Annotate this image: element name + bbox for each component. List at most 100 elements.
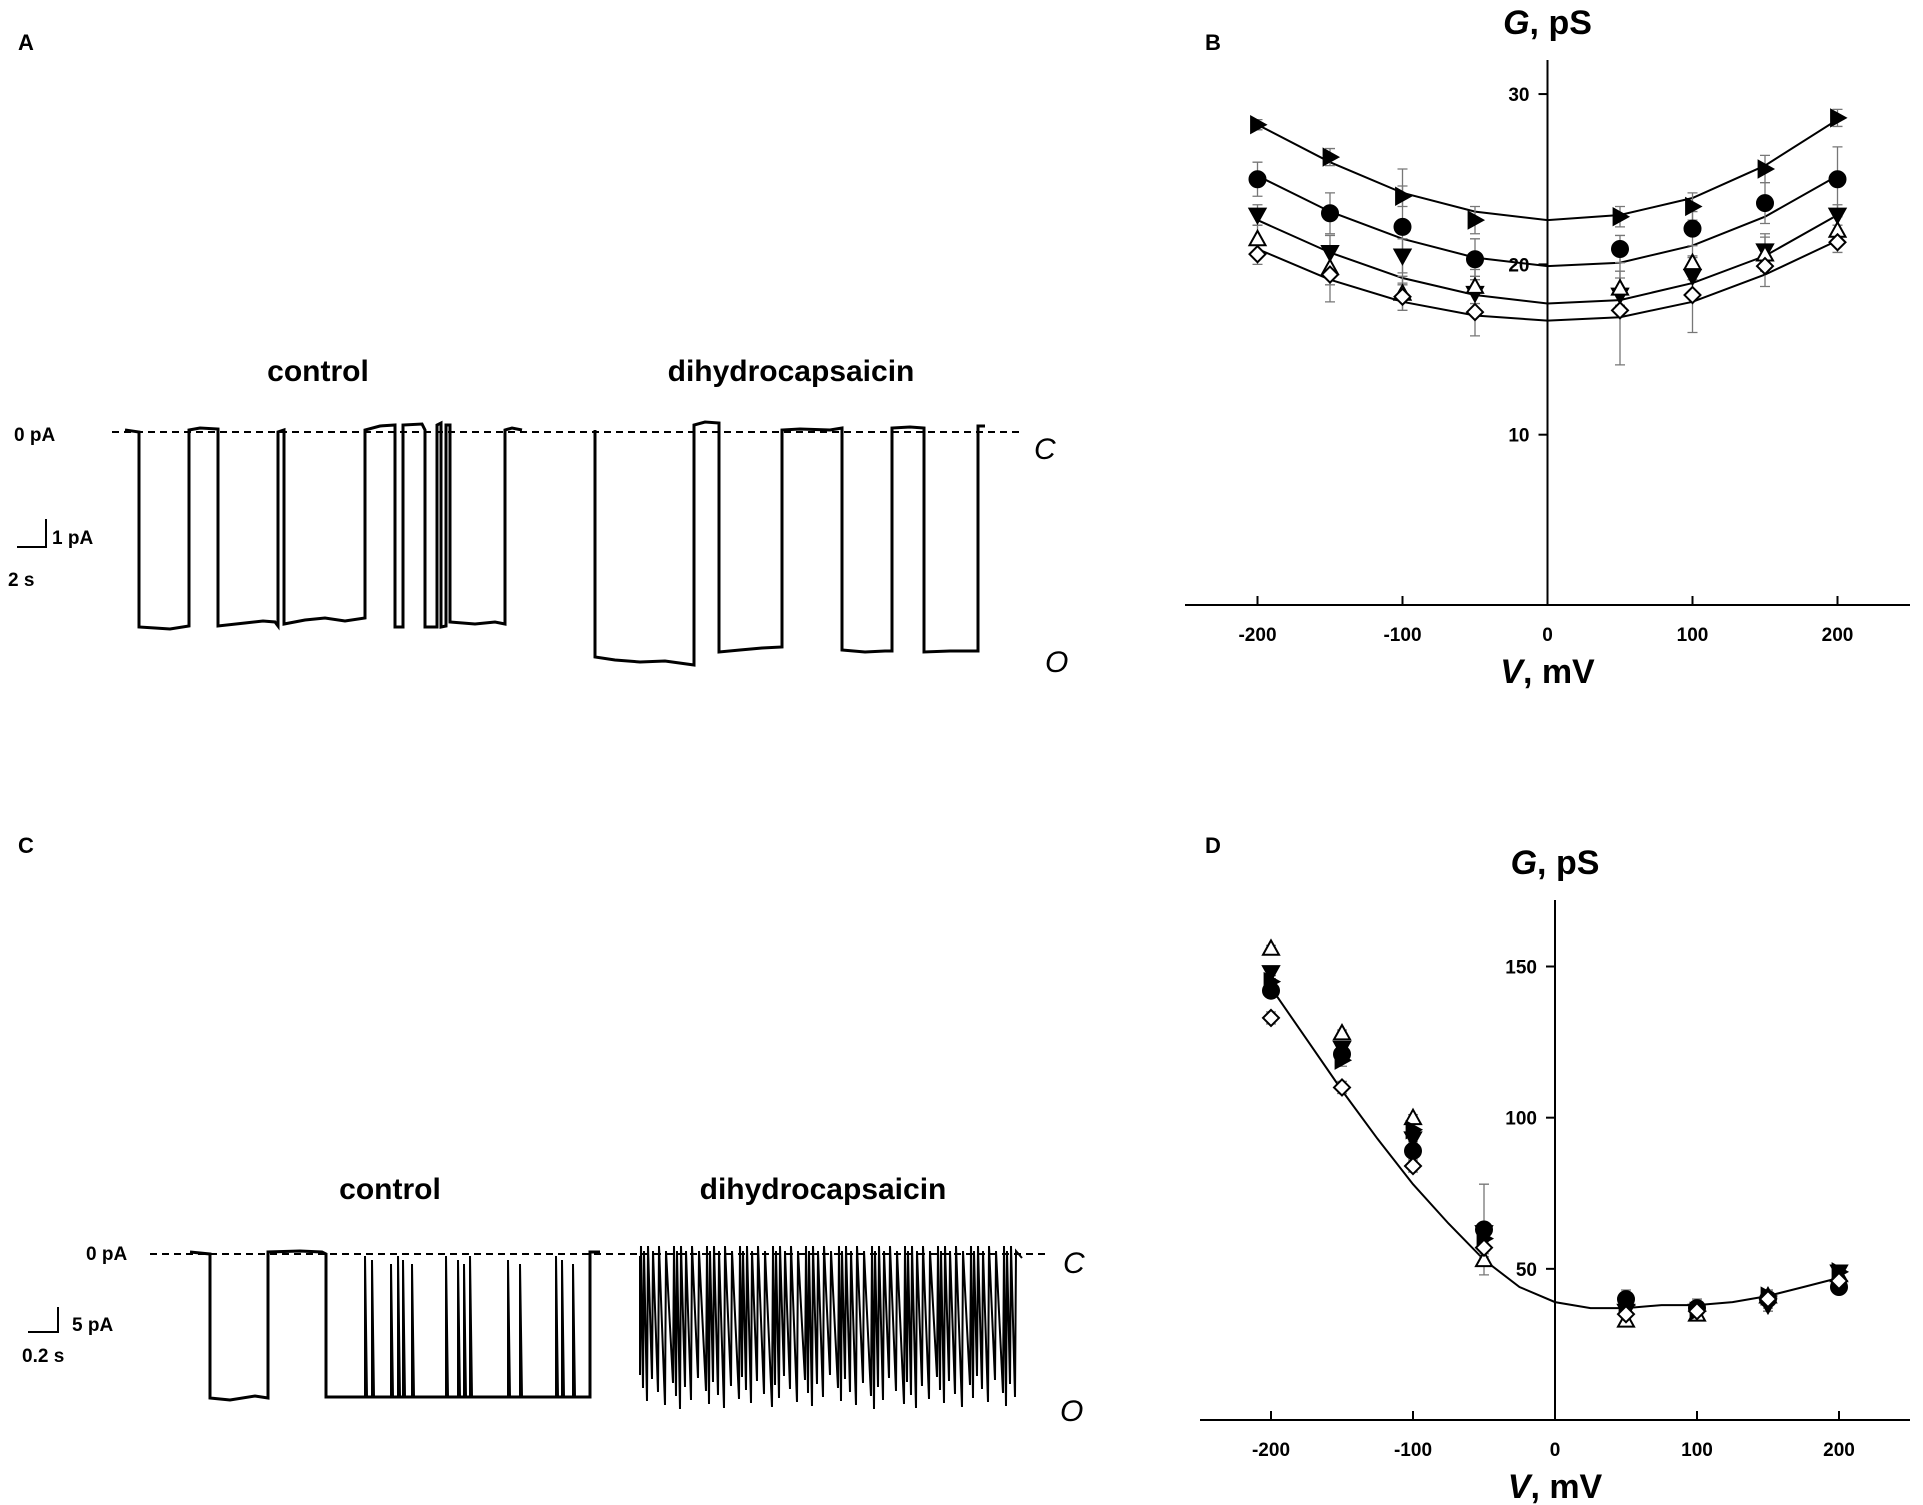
panel-b-point-triangle-right-filled [1322, 147, 1341, 167]
panel-a-scale-bar [17, 519, 47, 548]
panel-c-drug-title: dihydrocapsaicin [700, 1173, 947, 1206]
panel-a-scale-time: 2 s [8, 570, 34, 591]
panel-d-x-tick-label: -200 [1252, 1440, 1290, 1461]
panel-a-label: A [18, 30, 34, 55]
panel-b-y-tick-label: 30 [1508, 85, 1529, 106]
panel-c-open-label: O [1060, 1395, 1083, 1428]
panel-d-point-diamond-open [1261, 1008, 1281, 1028]
panel-b-point-triangle-down-filled [1682, 268, 1703, 287]
panel-b-point-triangle-up-open [1610, 278, 1630, 296]
panel-b-point-diamond-open [1683, 285, 1702, 305]
panel-d-x-tick-label: 0 [1550, 1440, 1561, 1461]
panel-d-point-triangle-up-open [1403, 1107, 1423, 1126]
panel-d-point-circle-filled [1404, 1141, 1422, 1160]
panel-d-point-triangle-down-filled [1261, 965, 1281, 983]
panel-b-point-triangle-right-filled [1250, 115, 1268, 135]
panel-b-point-circle-filled [1466, 250, 1484, 269]
panel-d-x-axis-label: V, mV [1508, 1468, 1603, 1505]
panel-b-point-diamond-open [1465, 302, 1485, 322]
panel-d-point-diamond-open [1403, 1156, 1423, 1176]
panel-b-point-triangle-down-filled [1392, 248, 1413, 266]
panel-b-point-triangle-up-open [1682, 252, 1703, 271]
panel-b-x-tick-label: 200 [1822, 625, 1854, 646]
panel-c-control-title: control [339, 1173, 441, 1206]
panel-c-control-trace [189, 1249, 600, 1402]
panel-d-label: D [1205, 833, 1221, 858]
panel-b-point-diamond-open [1320, 265, 1340, 285]
panel-d-y-axis-label: G, pS [1511, 844, 1600, 882]
panel-b-point-diamond-open [1828, 232, 1847, 252]
panel-d-point-triangle-up-open [1332, 1022, 1352, 1041]
panel-d-point-diamond-open [1829, 1271, 1849, 1291]
panel-d-point-diamond-open [1474, 1238, 1494, 1258]
panel-c-zero-label: 0 pA [86, 1244, 127, 1265]
panel-d-fit-curve [1270, 987, 1840, 1310]
panel-b-fit-curve [1257, 118, 1839, 222]
panel-b-point-diamond-open [1248, 244, 1267, 264]
panel-b-chart: -200 -100 0 100 200 10 20 30 G, pS V, mV [1185, 4, 1910, 691]
panel-c-closed-label: C [1063, 1247, 1085, 1280]
panel-b-fit-curve [1257, 214, 1838, 305]
panel-b-point-triangle-down-filled [1827, 207, 1848, 226]
panel-d-point-diamond-open [1332, 1078, 1352, 1097]
panel-b-point-triangle-right-filled [1685, 196, 1703, 217]
panel-d-point-diamond-open [1687, 1301, 1707, 1321]
panel-b-y-tick-label: 10 [1508, 426, 1529, 447]
panel-a-control-title: control [267, 355, 369, 388]
panel-b-point-circle-filled [1756, 194, 1774, 213]
panel-a-zero-label: 0 pA [14, 425, 55, 446]
panel-b-fit-curve [1257, 239, 1838, 322]
panel-b-x-tick-label: -100 [1383, 625, 1421, 646]
panel-b-point-triangle-down-filled [1247, 207, 1268, 226]
panel-b-point-triangle-right-filled [1757, 159, 1776, 179]
panel-d-y-tick-label: 100 [1505, 1109, 1537, 1130]
panel-c-label: C [18, 833, 34, 858]
panel-b-point-diamond-open [1755, 256, 1775, 276]
panel-d-chart: -200 -100 0 100 200 50 100 150 G, pS V, mV [1200, 844, 1910, 1505]
panel-d-x-tick-label: -100 [1394, 1440, 1432, 1461]
panel-b-point-circle-filled [1828, 170, 1847, 189]
panel-b-point-triangle-right-filled [1612, 206, 1631, 227]
panel-d-x-tick-label: 100 [1681, 1440, 1713, 1461]
panel-d-point-triangle-up-open [1474, 1249, 1494, 1268]
panel-b-point-circle-filled [1321, 204, 1339, 223]
panel-c-traces: control dihydrocapsaicin 0 pA C O 5 pA 0… [22, 1173, 1085, 1428]
panel-b-point-diamond-open [1610, 300, 1630, 320]
panel-d-y-tick-label: 50 [1516, 1260, 1537, 1281]
panel-b-point-circle-filled [1393, 217, 1412, 236]
panel-d-y-tick-label: 150 [1505, 958, 1537, 979]
panel-a-scale-current: 1 pA [52, 528, 93, 549]
panel-a-control-trace [124, 420, 523, 631]
panel-a-open-label: O [1045, 646, 1068, 679]
panel-b-point-triangle-right-filled [1395, 186, 1413, 206]
panel-b-y-tick-label: 20 [1508, 255, 1529, 276]
panel-b-point-circle-filled [1683, 219, 1702, 238]
panel-c-scale-bar [28, 1307, 59, 1333]
panel-b-label: B [1205, 30, 1221, 55]
panel-d-point-diamond-open [1616, 1304, 1636, 1324]
panel-b-point-triangle-right-filled [1830, 108, 1848, 128]
panel-b-point-triangle-down-filled [1320, 245, 1340, 263]
panel-b-y-axis-label: G, pS [1503, 4, 1592, 42]
panel-b-x-axis-label: V, mV [1500, 653, 1595, 691]
panel-a-drug-title: dihydrocapsaicin [668, 355, 915, 388]
panel-c-scale-current: 5 pA [72, 1315, 113, 1336]
panel-b-fit-curve [1257, 174, 1838, 268]
panel-b-point-triangle-right-filled [1467, 210, 1486, 230]
panel-c-drug-trace [639, 1245, 1023, 1410]
panel-c-scale-time: 0.2 s [22, 1346, 64, 1367]
panel-b-point-circle-filled [1248, 170, 1267, 189]
panel-b-point-diamond-open [1393, 287, 1412, 307]
panel-a-drug-trace [593, 420, 985, 667]
panel-d-point-triangle-right-filled [1334, 1050, 1353, 1070]
panel-b-x-tick-label: -200 [1238, 625, 1276, 646]
panel-b-x-tick-label: 0 [1542, 625, 1553, 646]
panel-d-point-triangle-right-filled [1263, 971, 1282, 992]
panel-a-traces: control dihydrocapsaicin 0 pA C O 1 pA 2… [8, 355, 1068, 679]
panel-d-point-diamond-open [1758, 1289, 1778, 1309]
panel-b-point-triangle-up-open [1465, 276, 1485, 294]
panel-d-point-triangle-right-filled [1405, 1120, 1424, 1140]
panel-c-control-openings [364, 1255, 576, 1398]
panel-b-point-circle-filled [1611, 240, 1629, 259]
